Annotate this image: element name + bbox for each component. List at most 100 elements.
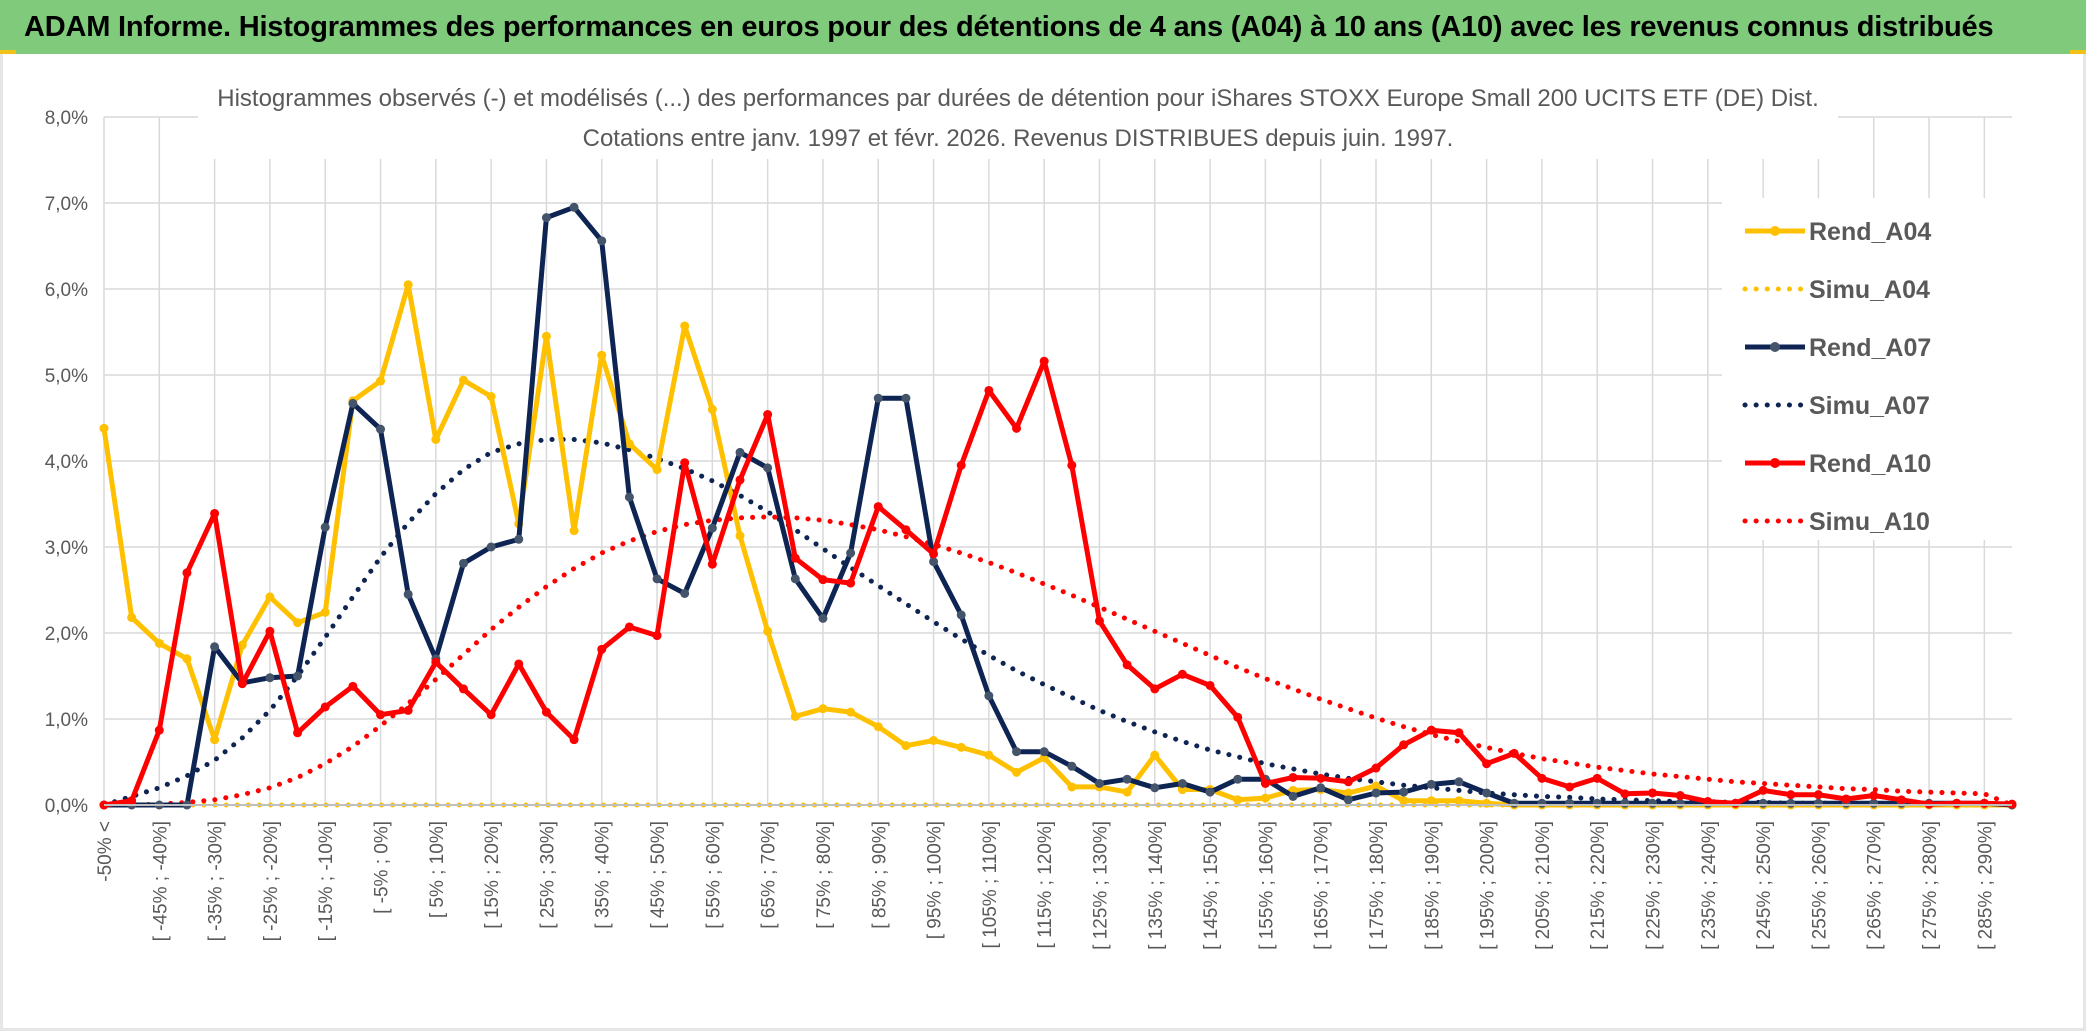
- data-point-rend-a04: [929, 736, 939, 745]
- legend-marker-rend-a04: [1770, 226, 1780, 236]
- data-point-rend-a10: [1952, 798, 1962, 808]
- x-tick-label: [ 225% ; 230%]: [1644, 821, 1665, 950]
- data-point-rend-a07: [652, 574, 662, 584]
- data-point-rend-a04: [624, 439, 634, 449]
- data-point-rend-a07: [1565, 798, 1575, 808]
- data-point-rend-a10: [1537, 773, 1547, 783]
- data-point-rend-a10: [929, 549, 939, 559]
- data-point-rend-a10: [154, 725, 164, 735]
- data-point-rend-a04: [320, 607, 330, 617]
- data-point-rend-a07: [1233, 774, 1243, 784]
- data-point-rend-a10: [541, 707, 551, 717]
- data-point-rend-a07: [1620, 798, 1630, 808]
- title-background: [198, 79, 1838, 159]
- data-point-rend-a10: [1205, 680, 1215, 690]
- data-point-rend-a04: [541, 331, 551, 341]
- data-point-rend-a04: [486, 392, 496, 401]
- data-point-rend-a10: [652, 631, 662, 641]
- x-tick-label: [ 195% ; 200%]: [1478, 821, 1499, 950]
- legend-marker-rend-a07: [1770, 342, 1780, 352]
- report-banner: ADAM Informe. Histogrammes des performan…: [0, 0, 2086, 54]
- legend-label-simu-a07: Simu_A07: [1809, 392, 1930, 420]
- x-tick-label: [ 215% ; 220%]: [1588, 821, 1609, 950]
- x-tick-label: [ 25% ; 30%]: [537, 821, 558, 929]
- x-tick-label: [ -25% ; -20%]: [261, 821, 282, 941]
- data-point-rend-a10: [1039, 356, 1049, 366]
- x-tick-label: [ -5% ; 0%]: [372, 821, 393, 914]
- data-point-rend-a10: [1371, 763, 1381, 773]
- data-point-rend-a04: [154, 638, 164, 648]
- data-point-rend-a10: [1896, 795, 1906, 805]
- x-tick-label: [ 285% ; 290%]: [1975, 821, 1996, 950]
- data-point-rend-a04: [1067, 782, 1077, 792]
- x-tick-label: [ 175% ; 180%]: [1367, 821, 1388, 950]
- data-point-rend-a04: [790, 711, 800, 721]
- x-tick-label: [ 145% ; 150%]: [1201, 821, 1222, 950]
- legend: Rend_A04 Simu_A04 Rend_A07 Simu_A07 Rend_A10…: [1742, 218, 1931, 536]
- data-point-rend-a10: [486, 710, 496, 720]
- x-tick-label: [ 165% ; 170%]: [1312, 821, 1333, 950]
- data-point-rend-a04: [265, 592, 275, 602]
- chart-frame: [0, 54, 2086, 1031]
- data-point-rend-a10: [1620, 789, 1630, 799]
- data-point-rend-a04: [403, 280, 413, 290]
- data-point-rend-a10: [1979, 798, 1989, 808]
- x-tick-label: [ 85% ; 90%]: [869, 821, 890, 929]
- y-tick-label: 3,0%: [45, 538, 88, 559]
- x-tick-label: [ 235% ; 240%]: [1699, 821, 1720, 950]
- x-tick-label: [ 55% ; 60%]: [703, 821, 724, 929]
- x-tick-label: [ -35% ; -30%]: [206, 821, 227, 941]
- data-point-rend-a10: [1869, 791, 1879, 801]
- legend-background: [1722, 198, 2022, 540]
- data-point-rend-a04: [1233, 795, 1243, 805]
- x-tick-label: [ 265% ; 270%]: [1865, 821, 1886, 950]
- data-point-rend-a10: [210, 508, 220, 518]
- data-point-rend-a07: [1205, 787, 1215, 797]
- x-tick-label: [ 75% ; 80%]: [814, 821, 835, 929]
- data-point-rend-a10: [1288, 772, 1298, 782]
- legend-label-simu-a04: Simu_A04: [1809, 276, 1930, 304]
- data-point-rend-a10: [1758, 785, 1768, 795]
- corner-accent-left: [0, 50, 16, 54]
- x-tick-label: [ 185% ; 190%]: [1422, 821, 1443, 950]
- axis-layer: 0,0% 1,0% 2,0% 3,0% 4,0% 5,0% 6,0% 7,0% 8,0% -50%…: [45, 108, 2012, 950]
- chart-title: Histogrammes observés (-) et modélisés (…: [217, 85, 1819, 112]
- data-point-rend-a04: [652, 465, 662, 475]
- data-point-rend-a04: [237, 640, 247, 650]
- data-point-rend-a07: [1509, 798, 1519, 808]
- data-point-rend-a07: [1094, 779, 1104, 788]
- data-point-rend-a07: [1371, 788, 1381, 798]
- y-tick-label: 7,0%: [45, 194, 88, 215]
- data-point-rend-a10: [1509, 748, 1519, 758]
- legend-label-rend-a10: Rend_A10: [1809, 450, 1931, 478]
- data-point-rend-a10: [1012, 423, 1022, 433]
- data-point-rend-a04: [763, 626, 773, 636]
- data-point-rend-a04: [99, 423, 109, 433]
- data-point-rend-a10: [984, 385, 994, 395]
- data-point-rend-a07: [265, 673, 275, 683]
- data-point-rend-a04: [597, 350, 607, 360]
- data-point-rend-a10: [1094, 616, 1104, 626]
- data-point-rend-a07: [1592, 798, 1602, 808]
- x-tick-label: [ 15% ; 20%]: [482, 821, 503, 929]
- data-point-rend-a07: [818, 613, 828, 623]
- data-point-rend-a10: [1648, 788, 1658, 798]
- data-point-rend-a04: [1482, 798, 1492, 808]
- data-point-rend-a04: [707, 404, 717, 414]
- data-point-rend-a10: [1482, 759, 1492, 769]
- legend-label-simu-a10: Simu_A10: [1809, 508, 1930, 536]
- data-point-rend-a07: [735, 447, 745, 457]
- data-point-rend-a07: [1454, 777, 1464, 787]
- data-point-rend-a10: [1233, 712, 1243, 722]
- chart-subtitle: Cotations entre janv. 1997 et févr. 2026…: [583, 125, 1454, 152]
- data-point-rend-a07: [1482, 788, 1492, 798]
- data-point-rend-a10: [846, 578, 856, 588]
- x-tick-label: [ 275% ; 280%]: [1920, 821, 1941, 950]
- data-point-rend-a07: [376, 424, 386, 434]
- legend-label-rend-a04: Rend_A04: [1809, 218, 1931, 246]
- x-tick-label: [ 255% ; 260%]: [1809, 821, 1830, 950]
- data-point-rend-a07: [1675, 798, 1685, 808]
- data-point-rend-a07: [680, 588, 690, 598]
- data-point-rend-a07: [348, 398, 358, 408]
- data-point-rend-a07: [1039, 747, 1049, 757]
